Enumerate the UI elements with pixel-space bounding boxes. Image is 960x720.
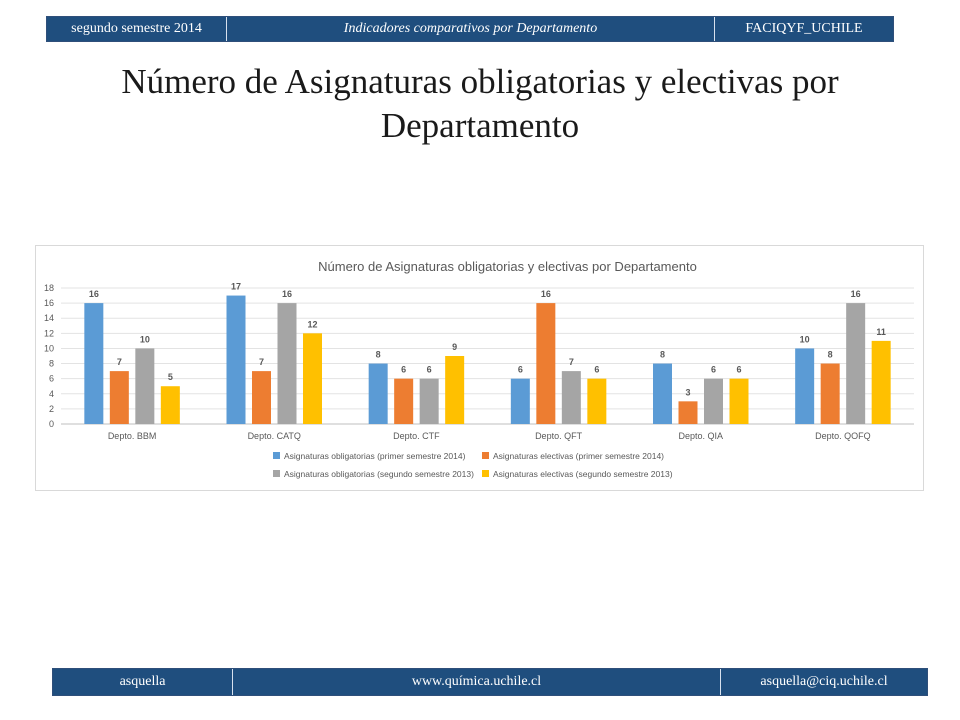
bar xyxy=(226,295,246,424)
data-label: 8 xyxy=(376,350,381,360)
bar xyxy=(678,401,698,424)
bar xyxy=(820,363,840,424)
data-label: 6 xyxy=(711,365,716,375)
x-tick-label: Depto. CATQ xyxy=(248,431,301,441)
bar xyxy=(419,378,439,424)
data-label: 8 xyxy=(660,350,665,360)
data-label: 16 xyxy=(282,289,292,299)
x-tick-label: Depto. BBM xyxy=(108,431,157,441)
bar xyxy=(135,348,155,424)
data-label: 17 xyxy=(231,282,241,292)
bar xyxy=(846,303,866,424)
bar xyxy=(510,378,530,424)
data-label: 7 xyxy=(259,357,264,367)
legend-swatch xyxy=(482,470,489,477)
legend-swatch xyxy=(273,470,280,477)
x-tick-label: Depto. CTF xyxy=(393,431,440,441)
bar xyxy=(587,378,607,424)
footer-email[interactable]: asquella@ciq.uchile.cl xyxy=(721,669,927,695)
chart-container: Número de Asignaturas obligatorias y ele… xyxy=(35,245,924,491)
y-tick-label: 4 xyxy=(49,389,54,399)
y-tick-label: 12 xyxy=(44,328,54,338)
bar xyxy=(653,363,672,424)
y-tick-label: 6 xyxy=(49,374,54,384)
bar xyxy=(109,371,129,424)
y-tick-label: 2 xyxy=(49,404,54,414)
y-tick-label: 16 xyxy=(44,298,54,308)
y-tick-label: 18 xyxy=(44,283,54,293)
data-label: 10 xyxy=(140,334,150,344)
slide-title: Número de Asignaturas obligatorias y ele… xyxy=(121,62,839,145)
data-label: 9 xyxy=(452,342,457,352)
data-label: 11 xyxy=(876,327,886,337)
data-label: 3 xyxy=(685,387,690,397)
x-tick-label: Depto. QFT xyxy=(535,431,583,441)
bar xyxy=(368,363,388,424)
header-institution: FACIQYF_UCHILE xyxy=(715,17,893,41)
header-bar: segundo semestre 2014 Indicadores compar… xyxy=(46,16,894,42)
data-label: 16 xyxy=(89,289,99,299)
legend-label: Asignaturas obligatorias (primer semestr… xyxy=(284,451,466,461)
footer-author: asquella xyxy=(53,669,233,695)
legend-label: Asignaturas electivas (segundo semestre … xyxy=(493,469,673,479)
y-tick-label: 14 xyxy=(44,313,54,323)
data-label: 16 xyxy=(541,289,551,299)
data-label: 6 xyxy=(427,365,432,375)
bar xyxy=(704,378,723,424)
y-tick-label: 0 xyxy=(49,419,54,429)
data-label: 5 xyxy=(168,372,173,382)
bar xyxy=(303,333,322,424)
bar xyxy=(445,356,465,424)
data-label: 6 xyxy=(401,365,406,375)
data-label: 7 xyxy=(569,357,574,367)
bar xyxy=(252,371,271,424)
data-label: 6 xyxy=(736,365,741,375)
footer-website[interactable]: www.química.uchile.cl xyxy=(233,669,721,695)
x-tick-label: Depto. QIA xyxy=(678,431,723,441)
footer-bar: asquella www.química.uchile.cl asquella@… xyxy=(52,668,928,696)
data-label: 8 xyxy=(828,350,833,360)
y-tick-label: 8 xyxy=(49,359,54,369)
bar xyxy=(394,378,414,424)
data-label: 6 xyxy=(594,365,599,375)
bar-chart: Número de Asignaturas obligatorias y ele… xyxy=(44,259,914,479)
header-semester: segundo semestre 2014 xyxy=(47,17,227,41)
bar xyxy=(729,378,749,424)
y-tick-label: 10 xyxy=(44,343,54,353)
bar xyxy=(795,348,815,424)
bar xyxy=(84,303,104,424)
header-subtitle: Indicadores comparativos por Departament… xyxy=(227,17,715,41)
bar xyxy=(561,371,581,424)
bar xyxy=(871,340,891,424)
chart-title: Número de Asignaturas obligatorias y ele… xyxy=(318,259,697,274)
legend-label: Asignaturas obligatorias (segundo semest… xyxy=(284,469,474,479)
legend-swatch xyxy=(273,452,280,459)
bar xyxy=(160,386,180,424)
bar xyxy=(536,303,556,424)
legend-label: Asignaturas electivas (primer semestre 2… xyxy=(493,451,664,461)
bar xyxy=(277,303,297,424)
data-label: 10 xyxy=(800,334,810,344)
data-label: 6 xyxy=(518,365,523,375)
legend-swatch xyxy=(482,452,489,459)
data-label: 16 xyxy=(851,289,861,299)
data-label: 12 xyxy=(307,319,317,329)
x-tick-label: Depto. QOFQ xyxy=(815,431,871,441)
data-label: 7 xyxy=(117,357,122,367)
